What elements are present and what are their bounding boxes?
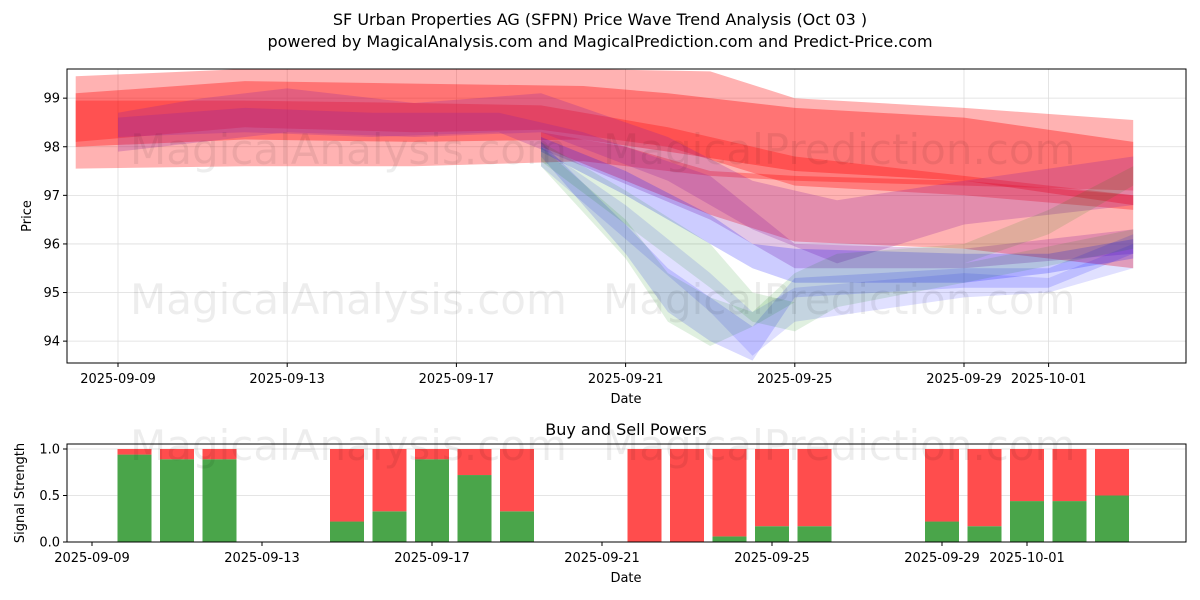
- buy-bar: [755, 526, 789, 542]
- price-bands: [75, 69, 1134, 361]
- lower-y-axis: 0.0 0.5 1.0: [39, 443, 67, 551]
- buy-bar: [712, 536, 747, 542]
- buy-sell-bars: [117, 449, 1129, 542]
- sell-bar: [1052, 449, 1087, 502]
- sell-bar: [457, 449, 492, 476]
- lower-watermarks: MagicalAnalysis.com MagicalPrediction.co…: [130, 421, 1076, 470]
- chart-subtitle: powered by MagicalAnalysis.com and Magic…: [267, 32, 933, 51]
- lower-ytick-label: 0.0: [39, 536, 60, 551]
- watermark-analysis-top: MagicalAnalysis.com: [130, 125, 567, 174]
- sell-bar: [712, 449, 747, 537]
- upper-x-axis: 2025-09-09 2025-09-13 2025-09-17 2025-09-21…: [80, 363, 1086, 387]
- lower-y-label: Signal Strength: [13, 443, 28, 543]
- lower-xtick-label: 2025-09-21: [564, 551, 640, 566]
- upper-ytick-label: 99: [43, 92, 60, 107]
- sell-bar: [755, 449, 789, 527]
- price-band-green-1: [541, 146, 1134, 346]
- lower-xtick-label: 2025-10-01: [989, 551, 1065, 566]
- sell-bar: [967, 449, 1002, 527]
- watermark-analysis-mid: MagicalAnalysis.com: [130, 275, 567, 324]
- lower-ytick-label: 1.0: [39, 443, 60, 458]
- lower-chart-title: Buy and Sell Powers: [545, 420, 707, 439]
- buy-bar: [500, 511, 534, 542]
- upper-ytick-label: 97: [43, 189, 60, 204]
- sell-bar: [415, 449, 449, 460]
- upper-x-label: Date: [610, 392, 641, 407]
- lower-x-label: Date: [610, 571, 641, 586]
- price-band-purple-1: [118, 88, 1134, 264]
- upper-ytick-label: 98: [43, 140, 60, 155]
- buy-bar: [160, 459, 194, 542]
- buy-bar: [797, 526, 832, 542]
- price-band-red-main: [75, 81, 1134, 206]
- upper-ytick-label: 95: [43, 286, 60, 301]
- buy-bar: [925, 521, 959, 542]
- watermark-prediction-mid: MagicalPrediction.com: [603, 275, 1076, 324]
- price-band-blue-1: [541, 137, 1134, 283]
- sell-bar: [202, 449, 237, 460]
- buy-bar: [1095, 495, 1129, 542]
- buy-bar: [372, 511, 407, 542]
- sell-bar: [160, 449, 194, 460]
- price-band-blue-3: [541, 146, 1134, 356]
- upper-axes-frame: [66, 68, 1187, 364]
- sell-bar: [372, 449, 407, 512]
- upper-xtick-label: 2025-09-25: [757, 372, 833, 387]
- price-band-red-mid: [75, 100, 1134, 210]
- upper-y-axis: 94 95 96 97 98 99: [43, 92, 67, 350]
- buy-bar: [1052, 501, 1087, 542]
- sell-bar: [1095, 449, 1129, 496]
- buy-bar: [117, 454, 152, 542]
- upper-xtick-label: 2025-09-29: [926, 372, 1002, 387]
- buy-bar: [1010, 501, 1044, 542]
- lower-xtick-label: 2025-09-13: [224, 551, 300, 566]
- lower-xtick-label: 2025-09-09: [54, 551, 130, 566]
- sell-bar: [670, 449, 704, 542]
- lower-x-axis: 2025-09-09 2025-09-13 2025-09-17 2025-09-21…: [54, 542, 1065, 566]
- buy-bar: [967, 526, 1002, 542]
- upper-xtick-label: 2025-09-13: [249, 372, 325, 387]
- sell-bar: [1010, 449, 1044, 502]
- chart-title: SF Urban Properties AG (SFPN) Price Wave…: [332, 10, 868, 29]
- upper-xtick-label: 2025-10-01: [1011, 372, 1087, 387]
- upper-grid: [67, 69, 1186, 363]
- buy-bar: [457, 475, 492, 542]
- sell-bar: [330, 449, 364, 522]
- buy-bar: [415, 459, 449, 542]
- price-band-purple-2: [118, 107, 1134, 269]
- lower-xtick-label: 2025-09-29: [904, 551, 980, 566]
- watermark-prediction-top: MagicalPrediction.com: [603, 125, 1076, 174]
- upper-ytick-label: 94: [43, 335, 60, 350]
- lower-ytick-label: 0.5: [39, 489, 60, 504]
- price-band-blue-2: [541, 141, 1134, 361]
- lower-xtick-label: 2025-09-17: [394, 551, 470, 566]
- upper-xtick-label: 2025-09-17: [419, 372, 495, 387]
- price-band-red-wide-upper: [75, 69, 1134, 191]
- price-band-red-lower: [541, 132, 1134, 269]
- upper-watermarks: MagicalAnalysis.com MagicalPrediction.co…: [130, 125, 1076, 324]
- sell-bar: [925, 449, 959, 522]
- buy-bar: [202, 459, 237, 542]
- price-band-green-2: [541, 141, 1134, 332]
- watermark-prediction-bottom: MagicalPrediction.com: [603, 421, 1076, 470]
- sell-bar: [627, 449, 662, 542]
- buy-bar: [330, 521, 364, 542]
- watermark-analysis-bottom: MagicalAnalysis.com: [130, 421, 567, 470]
- upper-xtick-label: 2025-09-09: [80, 372, 156, 387]
- sell-bar: [500, 449, 534, 512]
- upper-y-label: Price: [20, 200, 35, 232]
- sell-bar: [117, 449, 152, 455]
- lower-axes-frame: [66, 443, 1187, 543]
- sell-bar: [797, 449, 832, 527]
- upper-ytick-label: 96: [43, 237, 60, 252]
- lower-xtick-label: 2025-09-25: [734, 551, 810, 566]
- upper-xtick-label: 2025-09-21: [588, 372, 664, 387]
